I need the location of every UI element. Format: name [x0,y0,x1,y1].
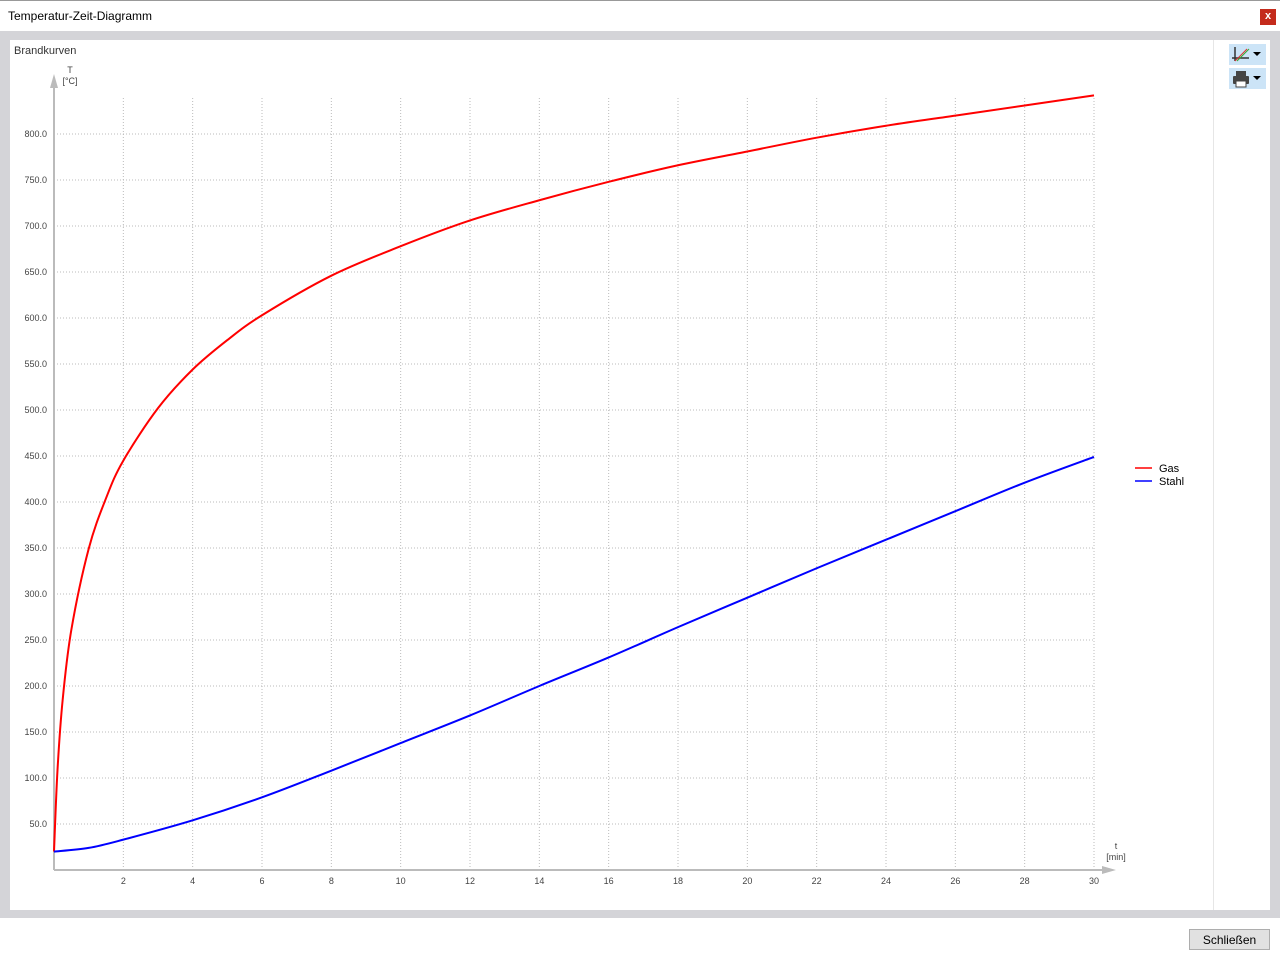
y-tick-label: 750.0 [24,175,47,185]
chart-settings-icon [1232,47,1250,62]
y-tick-label: 50.0 [29,819,47,829]
y-tick-label: 600.0 [24,313,47,323]
x-tick-label: 22 [812,876,822,886]
y-tick-label: 100.0 [24,773,47,783]
x-tick-label: 16 [604,876,614,886]
x-axis-label: t [1115,841,1118,851]
x-tick-label: 28 [1020,876,1030,886]
legend-label: Stahl [1159,476,1184,488]
y-axis-label: T [67,65,73,75]
x-tick-label: 8 [329,876,334,886]
y-axis-arrow [50,74,58,88]
window-title: Temperatur-Zeit-Diagramm [8,9,153,23]
x-tick-label: 30 [1089,876,1099,886]
x-tick-label: 10 [396,876,406,886]
y-tick-label: 450.0 [24,451,47,461]
print-icon [1233,71,1249,88]
x-tick-label: 6 [259,876,264,886]
y-tick-label: 350.0 [24,543,47,553]
x-axis-arrow [1102,866,1116,874]
y-tick-label: 150.0 [24,727,47,737]
chart-settings-button[interactable] [1229,44,1266,65]
divider [1213,40,1214,910]
x-axis-unit: [min] [1106,852,1126,862]
y-tick-label: 300.0 [24,589,47,599]
series-line-stahl [53,455,1095,853]
y-tick-label: 400.0 [24,497,47,507]
series-line-gas [53,94,1095,852]
chart-panel [10,40,1270,910]
x-tick-label: 2 [121,876,126,886]
y-tick-label: 650.0 [24,267,47,277]
x-tick-label: 20 [742,876,752,886]
y-tick-label: 250.0 [24,635,47,645]
y-axis-unit: [°C] [62,76,77,86]
x-tick-label: 18 [673,876,683,886]
x-tick-label: 24 [881,876,891,886]
y-tick-label: 200.0 [24,681,47,691]
y-tick-label: 800.0 [24,129,47,139]
x-tick-label: 26 [950,876,960,886]
x-tick-label: 4 [190,876,195,886]
x-tick-label: 14 [534,876,544,886]
title-bar: Temperatur-Zeit-Diagramm x [0,0,1280,30]
x-tick-label: 12 [465,876,475,886]
close-icon[interactable]: x [1260,9,1276,25]
y-tick-label: 700.0 [24,221,47,231]
close-button[interactable]: Schließen [1189,929,1270,950]
print-button[interactable] [1229,68,1266,89]
y-tick-label: 550.0 [24,359,47,369]
y-tick-label: 500.0 [24,405,47,415]
panel-title: Brandkurven [14,45,77,57]
chevron-down-icon [1253,76,1261,80]
legend-label: Gas [1159,463,1180,475]
chevron-down-icon [1253,52,1261,56]
